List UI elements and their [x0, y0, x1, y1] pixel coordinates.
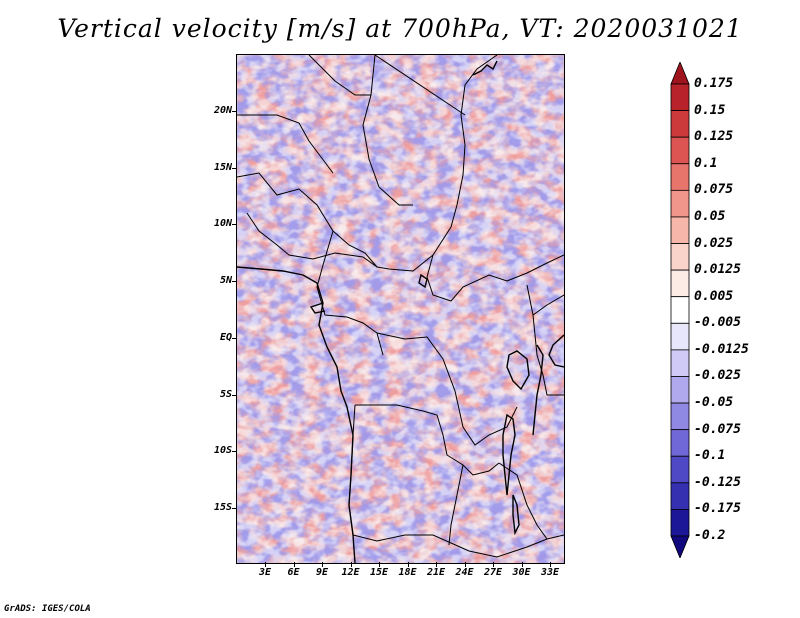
latitude-label: 10N: [213, 218, 232, 230]
map-panel: [236, 54, 565, 564]
colorbar: [670, 62, 690, 558]
longitude-tick: [322, 562, 323, 567]
colorbar-label: 0.05: [694, 208, 726, 224]
latitude-tick: [232, 167, 237, 169]
colorbar-swatch: [670, 163, 690, 191]
colorbar-label: -0.005: [694, 315, 741, 331]
colorbar-label: -0.05: [694, 395, 734, 411]
colorbar-swatch: [670, 349, 690, 377]
colorbar-label: 0.0125: [694, 262, 741, 278]
colorbar-swatch: [670, 189, 690, 218]
latitude-tick: [232, 337, 237, 339]
colorbar-swatch: [670, 110, 690, 138]
colorbar-swatch: [670, 376, 690, 404]
colorbar-swatch: [670, 535, 690, 558]
velocity-field-map: [237, 55, 564, 563]
longitude-tick: [550, 562, 551, 567]
latitude-label: 10S: [213, 445, 232, 457]
colorbar-swatch: [670, 243, 690, 271]
colorbar-label: 0.175: [694, 76, 734, 91]
longitude-label: 3E: [258, 567, 272, 578]
longitude-tick: [464, 562, 466, 567]
latitude-tick: [232, 451, 237, 453]
colorbar-swatch: [670, 62, 690, 85]
latitude-tick: [232, 281, 237, 283]
colorbar-boxes: [670, 62, 690, 558]
latitude-label: EQ: [219, 331, 232, 343]
colorbar-swatch: [670, 402, 690, 431]
colorbar-label: 0.075: [694, 182, 734, 198]
colorbar-label: -0.025: [694, 368, 741, 384]
longitude-tick: [350, 562, 352, 567]
longitude-tick: [521, 562, 523, 567]
colorbar-swatch: [670, 216, 690, 244]
colorbar-label: -0.125: [694, 474, 741, 490]
country-borders: [237, 55, 564, 558]
credit-text: GrADS: IGES/COLA: [4, 604, 91, 614]
colorbar-swatch: [670, 429, 690, 457]
lakes: [418, 273, 530, 536]
longitude-tick: [436, 562, 437, 567]
colorbar-swatch: [670, 296, 690, 324]
longitude-label: 18E: [398, 567, 417, 578]
longitude-tick: [379, 562, 380, 567]
longitude-label: 21E: [426, 567, 446, 578]
colorbar-swatch: [670, 509, 690, 537]
colorbar-label: -0.175: [694, 501, 741, 517]
latitude-label: 20N: [213, 105, 232, 116]
neutral-motion-field: [237, 55, 564, 563]
colorbar-label: 0.15: [694, 102, 726, 118]
longitude-label: 24E: [455, 567, 474, 578]
longitude-label: 6E: [287, 567, 300, 578]
colorbar-swatch: [670, 322, 690, 351]
colorbar-label: -0.2: [694, 528, 726, 543]
colorbar-swatch: [670, 83, 690, 111]
longitude-label: 27E: [483, 567, 503, 578]
longitude-label: 9E: [315, 567, 329, 578]
longitude-tick: [265, 562, 266, 567]
colorbar-label: 0.125: [694, 129, 734, 145]
latitude-tick: [232, 111, 237, 112]
latitude-label: 15S: [213, 501, 232, 513]
colorbar-swatch: [670, 482, 690, 510]
longitude-label: 30E: [512, 567, 531, 578]
longitude-tick: [293, 562, 295, 567]
longitude-label: 15E: [369, 567, 389, 578]
longitude-tick: [493, 562, 494, 567]
colorbar-swatch: [670, 455, 690, 484]
coastline: [237, 60, 564, 563]
latitude-tick: [232, 507, 237, 509]
latitude-tick: [232, 394, 237, 396]
longitude-label: 33E: [540, 567, 560, 578]
map-title: Vertical velocity [m/s] at 700hPa, VT: 2…: [57, 14, 743, 43]
colorbar-swatch: [670, 269, 690, 298]
latitude-label: 15N: [213, 161, 232, 173]
longitude-tick: [407, 562, 409, 567]
latitude-label: 5S: [219, 388, 232, 400]
colorbar-swatch: [670, 136, 690, 165]
colorbar-label: -0.0125: [694, 341, 749, 357]
colorbar-label: -0.1: [694, 448, 726, 464]
colorbar-label: 0.1: [694, 155, 718, 171]
latitude-label: 5N: [219, 275, 232, 287]
colorbar-label: -0.075: [694, 421, 741, 437]
colorbar-label: 0.005: [694, 288, 734, 304]
longitude-label: 12E: [341, 567, 360, 578]
latitude-tick: [232, 224, 237, 226]
colorbar-label: 0.025: [694, 235, 734, 251]
